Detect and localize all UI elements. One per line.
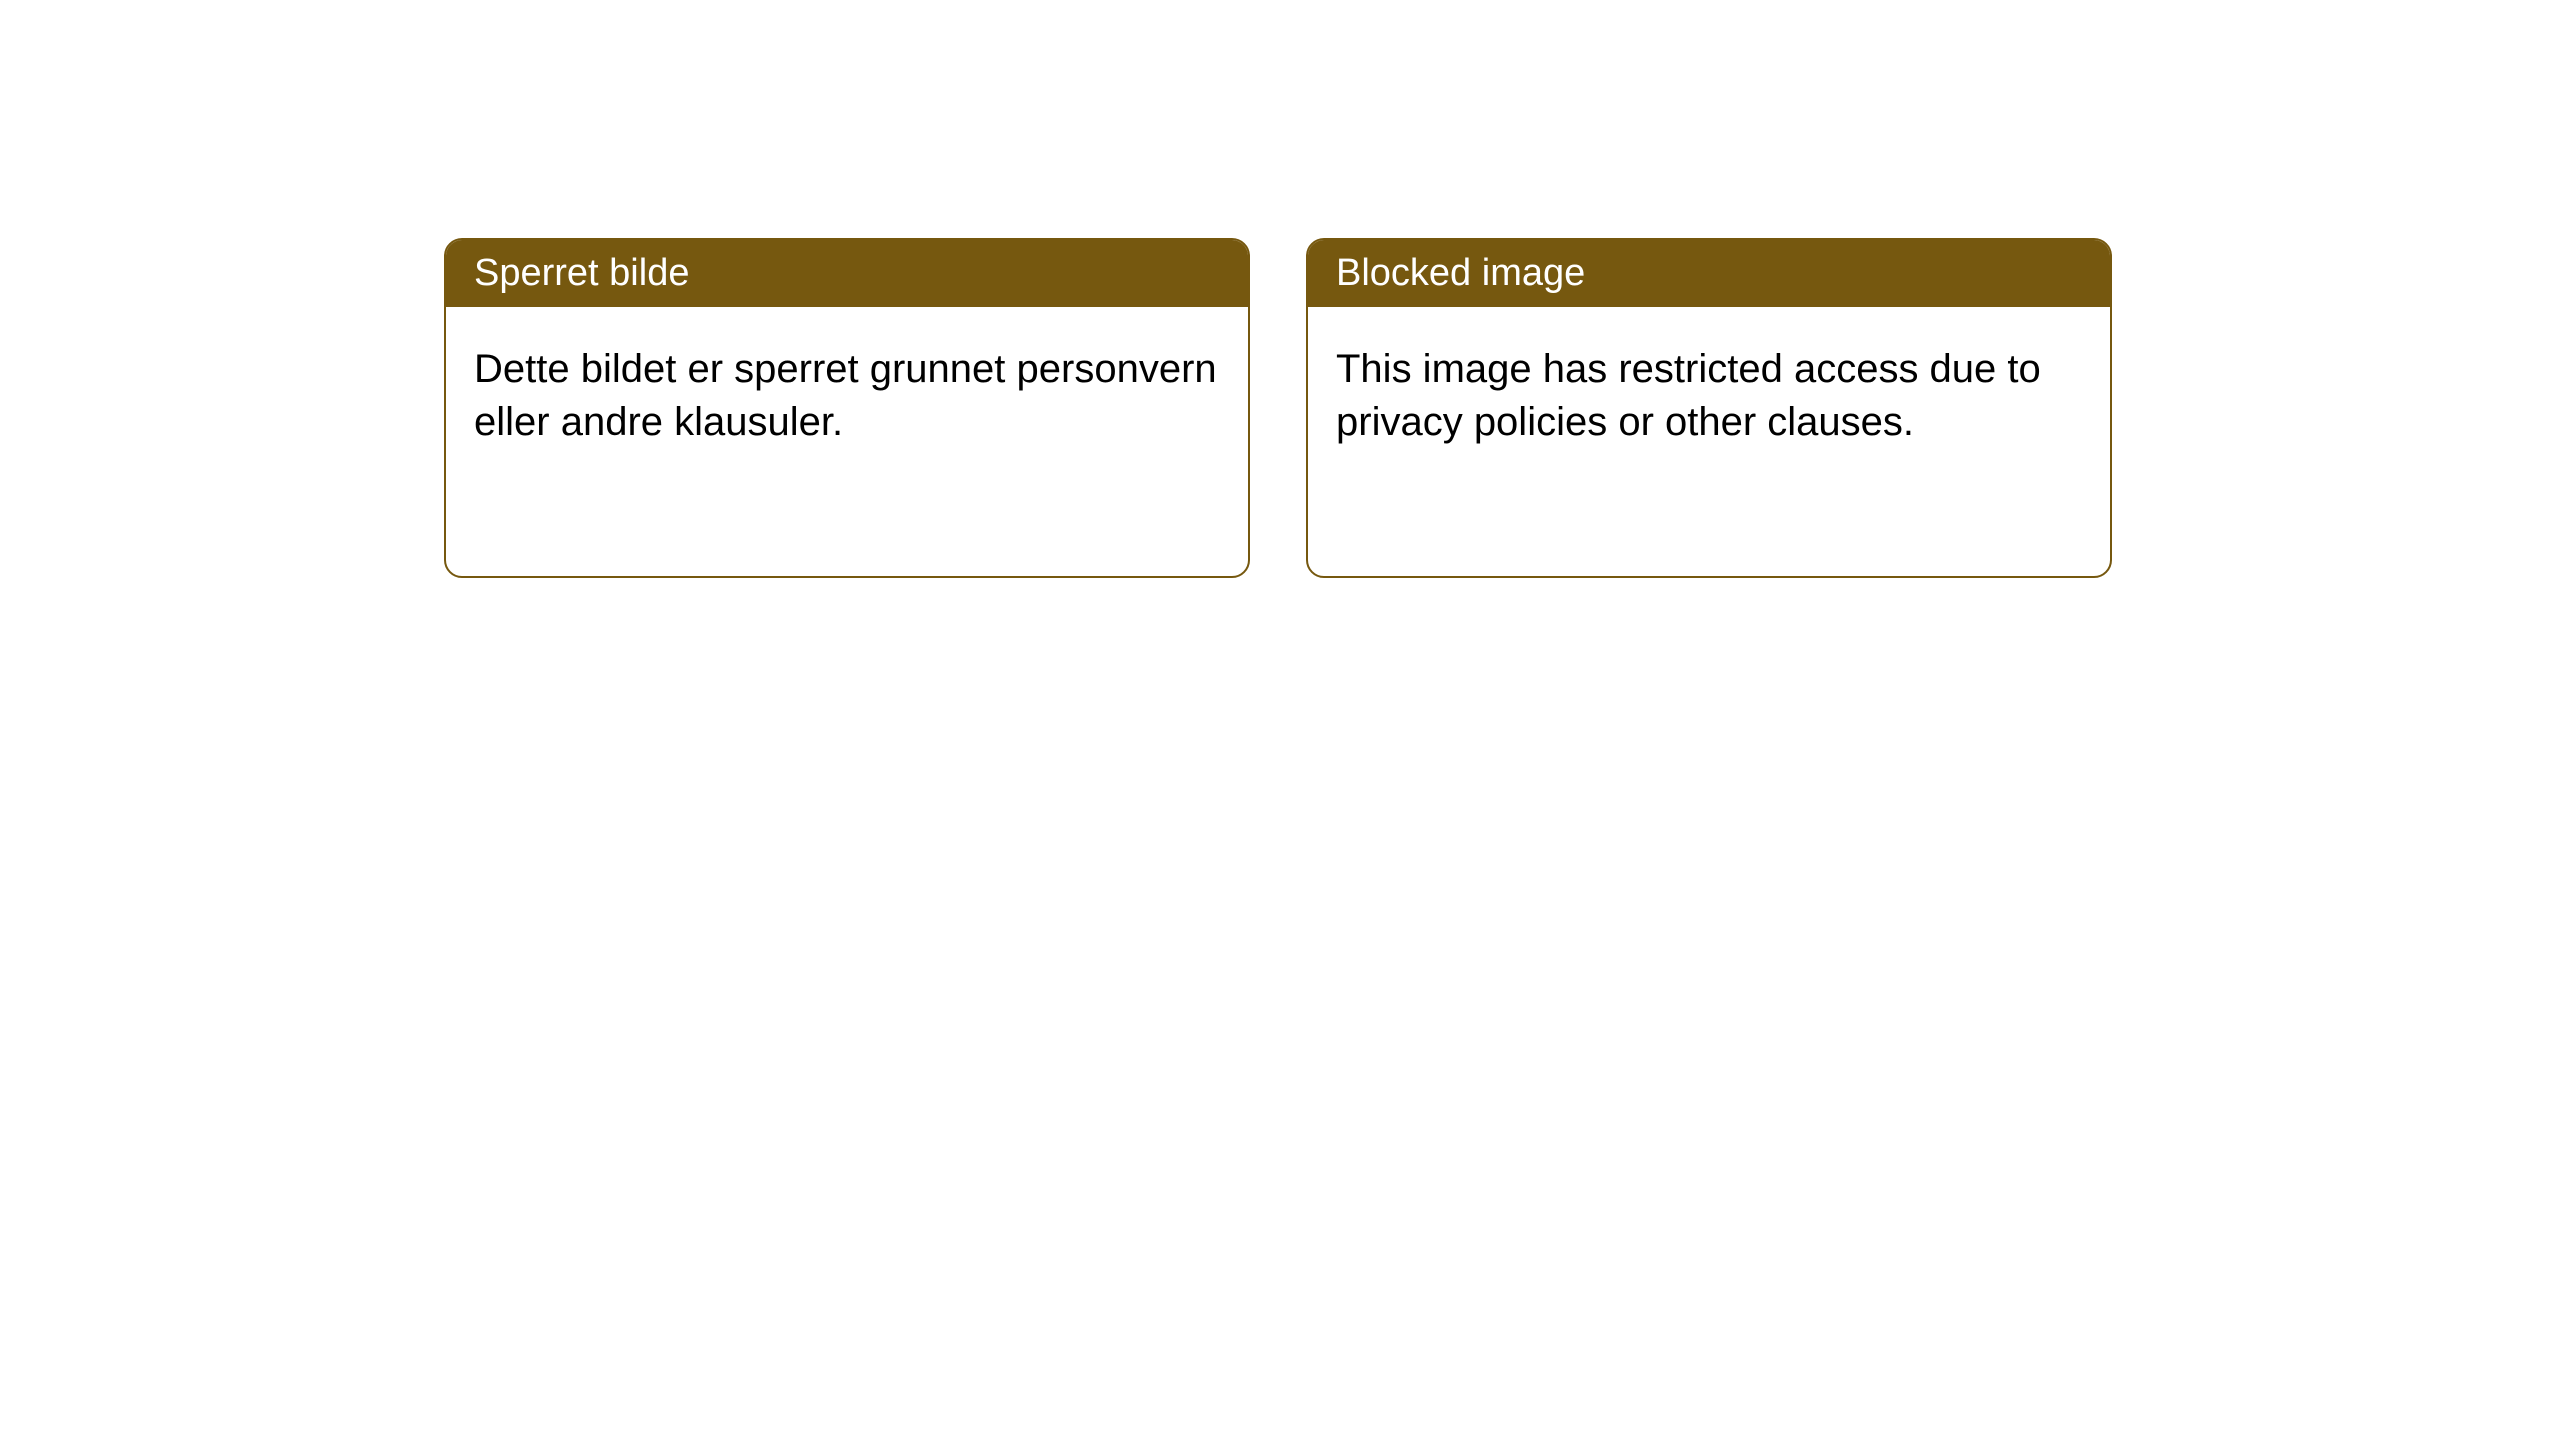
- card-body-english: This image has restricted access due to …: [1308, 307, 2110, 485]
- blocked-image-card-english: Blocked image This image has restricted …: [1306, 238, 2112, 578]
- card-body-norwegian: Dette bildet er sperret grunnet personve…: [446, 307, 1248, 485]
- card-header-english: Blocked image: [1308, 240, 2110, 307]
- card-header-norwegian: Sperret bilde: [446, 240, 1248, 307]
- card-title-norwegian: Sperret bilde: [474, 252, 689, 294]
- card-title-english: Blocked image: [1336, 252, 1585, 294]
- card-message-english: This image has restricted access due to …: [1336, 347, 2041, 444]
- blocked-image-card-norwegian: Sperret bilde Dette bildet er sperret gr…: [444, 238, 1250, 578]
- notice-cards-container: Sperret bilde Dette bildet er sperret gr…: [0, 0, 2560, 578]
- card-message-norwegian: Dette bildet er sperret grunnet personve…: [474, 347, 1217, 444]
